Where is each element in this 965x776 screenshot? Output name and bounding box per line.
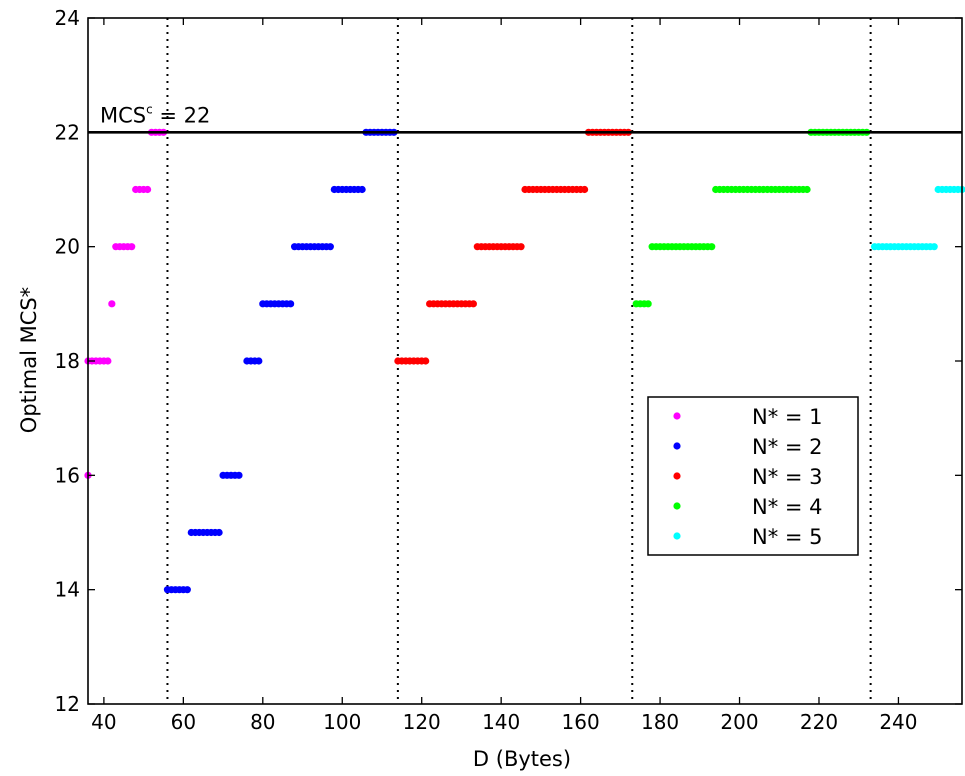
legend-label: N* = 1 <box>752 405 823 429</box>
data-point <box>803 185 811 194</box>
x-tick-label: 40 <box>91 710 116 734</box>
x-tick-label: 180 <box>641 710 679 734</box>
data-point <box>128 243 136 251</box>
y-tick-label: 24 <box>55 6 80 30</box>
axis-ticks <box>88 17 962 705</box>
data-point <box>104 357 112 365</box>
x-axis-label: D (Bytes) <box>473 747 571 771</box>
x-tick-label: 100 <box>323 710 361 734</box>
x-tick-label: 200 <box>720 710 758 734</box>
data-point <box>708 243 716 251</box>
x-tick-label: 80 <box>250 710 275 734</box>
data-point <box>255 357 263 365</box>
data-point <box>358 185 366 194</box>
series-2 <box>163 128 398 594</box>
legend-label: N* = 3 <box>752 465 823 489</box>
x-tick-label: 220 <box>800 710 838 734</box>
x-tick-label: 160 <box>562 710 600 734</box>
data-point <box>517 243 525 251</box>
data-point <box>108 300 116 308</box>
x-tick-label: 120 <box>403 710 441 734</box>
legend-label: N* = 4 <box>752 495 823 519</box>
legend-label: N* = 2 <box>752 435 823 459</box>
series-5 <box>871 185 965 251</box>
data-points <box>84 128 965 594</box>
legend-marker <box>673 532 681 540</box>
x-tick-label: 240 <box>879 710 917 734</box>
legend: N* = 1 N* = 2 N* = 3 N* = 4 N* = 5 <box>647 396 859 556</box>
legend-marker <box>673 502 681 510</box>
data-point <box>215 528 223 537</box>
data-point <box>235 471 243 479</box>
data-point <box>143 185 152 194</box>
reference-line-label: MCSc = 22 <box>100 102 210 127</box>
data-point <box>287 300 295 308</box>
legend-marker <box>673 412 681 420</box>
y-axis-label: Optimal MCS* <box>17 287 41 433</box>
data-point <box>183 586 191 594</box>
y-tick-label: 22 <box>55 120 80 144</box>
data-point <box>326 243 334 251</box>
y-tick-label: 16 <box>55 463 80 487</box>
data-point <box>580 185 589 194</box>
reference-line-group: MCSc = 22 <box>88 102 962 134</box>
y-tick-label: 18 <box>55 349 80 373</box>
series-4 <box>632 128 871 308</box>
data-point <box>469 300 477 308</box>
y-tick-label: 12 <box>55 692 80 716</box>
data-point <box>644 300 652 308</box>
x-tick-label: 60 <box>171 710 196 734</box>
tick-labels: 40 60 80 100 120 140 160 180 200 220 240 12 14 16 18 20… <box>55 6 918 734</box>
data-point <box>930 243 938 251</box>
data-point <box>422 357 430 365</box>
y-tick-label: 20 <box>55 235 80 259</box>
legend-marker <box>673 472 681 480</box>
legend-label: N* = 5 <box>752 525 823 549</box>
y-tick-label: 14 <box>55 578 80 602</box>
legend-box <box>647 396 859 556</box>
legend-marker <box>673 442 681 450</box>
x-tick-label: 140 <box>482 710 520 734</box>
